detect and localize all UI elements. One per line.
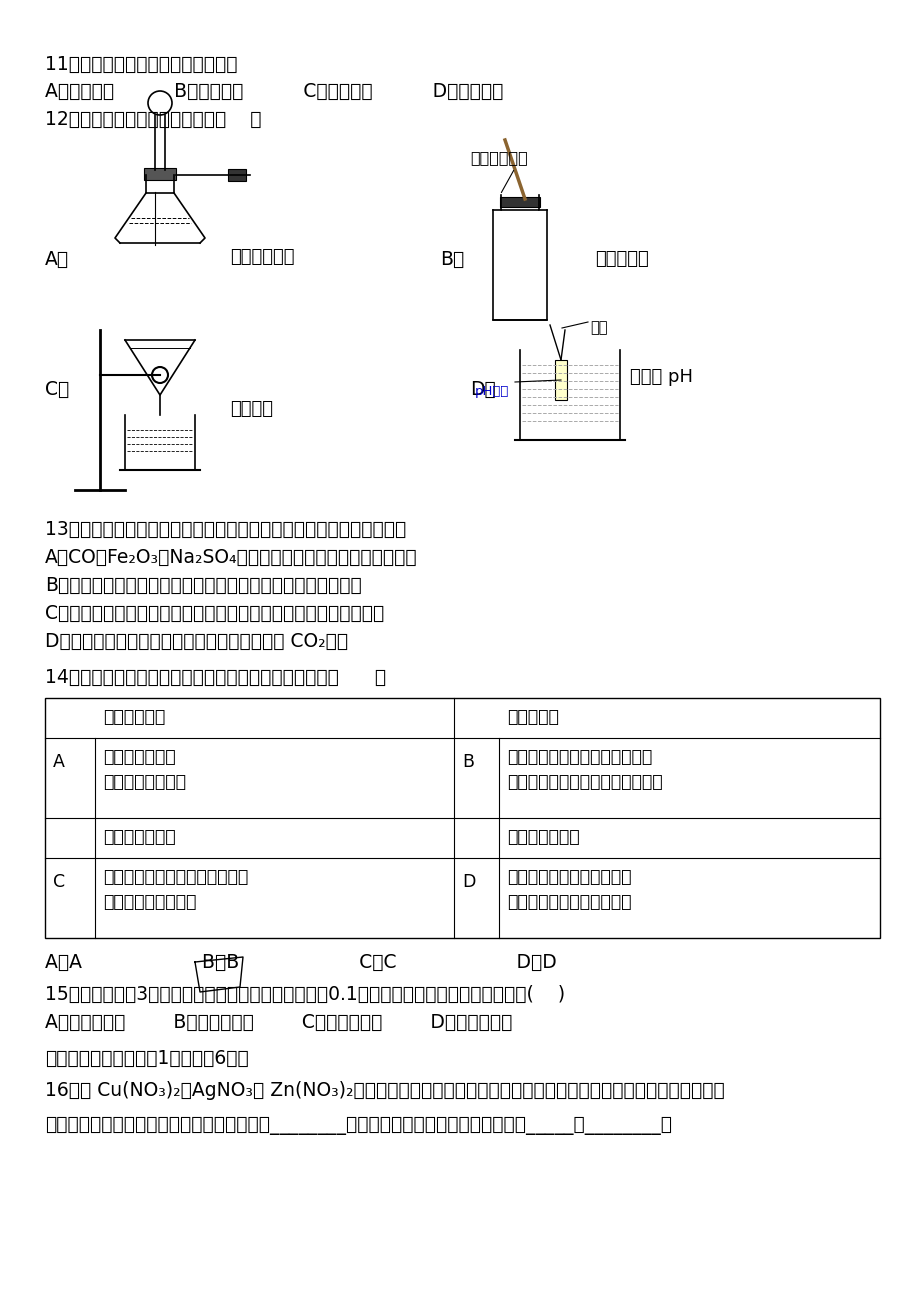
Text: D: D: [461, 874, 475, 891]
Text: 14．下列整理的与化学有关的知识不完全正确的一组是（      ）: 14．下列整理的与化学有关的知识不完全正确的一组是（ ）: [45, 668, 386, 687]
Text: 12．下列化学实验操作正确的是（    ）: 12．下列化学实验操作正确的是（ ）: [45, 109, 261, 129]
Text: pH试纸: pH试纸: [474, 385, 509, 398]
Bar: [144, 168, 176, 180]
Bar: [45, 698, 879, 937]
Bar: [554, 359, 566, 400]
Text: 固态二氧化碳－－冷藏保鲜: 固态二氧化碳－－冷藏保鲜: [506, 868, 631, 885]
Text: 微粒的性质: 微粒的性质: [506, 708, 559, 727]
Bar: [228, 169, 245, 181]
Text: 硬水和软水－－加肥皂水并搅拌: 硬水和软水－－加肥皂水并搅拌: [103, 868, 248, 885]
Text: 食品保鲜的办法: 食品保鲜的办法: [506, 828, 579, 846]
Text: A．酒精挥发          B．水果腐烂          C．榨取果汁          D．冰雪融化: A．酒精挥发 B．水果腐烂 C．榨取果汁 D．冰雪融化: [45, 82, 503, 102]
Text: 盐酸，有气泡产生，则滤出的固体中一定含有________，滤液中一定含有的溶质的化学式为_____和________。: 盐酸，有气泡产生，则滤出的固体中一定含有________，滤液中一定含有的溶质的…: [45, 1116, 671, 1135]
Text: A．铁、铝、镁        B．铁、铜、铝        C．锌、镁、铁        D．铝、碳、镁: A．铁、铝、镁 B．铁、铜、铝 C．锌、镁、铁 D．铝、碳、镁: [45, 1013, 512, 1032]
Text: 测溶液 pH: 测溶液 pH: [630, 368, 692, 385]
Text: 空气易被压缩－－微粒间有空隙: 空气易被压缩－－微粒间有空隙: [506, 749, 652, 766]
Text: 明矾－－净水剂: 明矾－－净水剂: [103, 749, 176, 766]
Text: D．: D．: [470, 380, 495, 398]
Text: A．A                    B．B                    C．C                    D．D: A．A B．B C．C D．D: [45, 953, 556, 973]
Text: 镊子: 镊子: [589, 320, 607, 335]
Text: B: B: [461, 753, 473, 771]
Text: 11．下列变化中，属于化学变化的是: 11．下列变化中，属于化学变化的是: [45, 55, 237, 74]
Text: 净化水的方法: 净化水的方法: [103, 708, 165, 727]
Text: B．: B．: [439, 250, 464, 270]
Text: 活性炭－－消毒剂: 活性炭－－消毒剂: [103, 773, 186, 792]
Text: 酱油和醋－－闻气味: 酱油和醋－－闻气味: [103, 893, 196, 911]
Text: B．稀盐酸与稀硫酸化学性质有所差异主要是因为酸根离子不同: B．稀盐酸与稀硫酸化学性质有所差异主要是因为酸根离子不同: [45, 575, 361, 595]
Text: 二、填空题（本大题共1小题，共6分）: 二、填空题（本大题共1小题，共6分）: [45, 1049, 248, 1068]
Text: 16．在 Cu(NO₃)₂、AgNO₃和 Zn(NO₃)₂的混合溶液中加入一定量的铁粉，充分反应后过滤，向滤出的固体中滴加稀: 16．在 Cu(NO₃)₂、AgNO₃和 Zn(NO₃)₂的混合溶液中加入一定量…: [45, 1081, 724, 1100]
Text: 制取二氧化碳: 制取二氧化碳: [230, 247, 294, 266]
Text: A: A: [53, 753, 65, 771]
Text: 日常物质的区别: 日常物质的区别: [103, 828, 176, 846]
Text: D．浓硫酸、烧碱都有吸水性、都可以用来干燥 CO₂气体: D．浓硫酸、烧碱都有吸水性、都可以用来干燥 CO₂气体: [45, 631, 347, 651]
Text: 带火星的木条: 带火星的木条: [470, 150, 528, 165]
Text: 过滤浊液: 过滤浊液: [230, 400, 273, 418]
Text: 食品包装充入氮气－－防腐: 食品包装充入氮气－－防腐: [506, 893, 631, 911]
Text: 氧气的验满: 氧气的验满: [595, 250, 648, 268]
Text: C．金刚石与石墨物理性质差异较大的原因是由于碳原子的结构不同: C．金刚石与石墨物理性质差异较大的原因是由于碳原子的结构不同: [45, 604, 384, 622]
Text: 15．一块质量为3克的合金与足量的稀硫酸反应，产生0.1克氢气，则该合金的组成不可能是(    ): 15．一块质量为3克的合金与足量的稀硫酸反应，产生0.1克氢气，则该合金的组成不…: [45, 986, 564, 1004]
Text: 13．下列有关物质的组成、结构、性质及变化规律，分析正确的是（）: 13．下列有关物质的组成、结构、性质及变化规律，分析正确的是（）: [45, 519, 406, 539]
Text: A．: A．: [45, 250, 69, 270]
Text: C: C: [53, 874, 65, 891]
Text: A．CO、Fe₂O₃、Na₂SO₄等物质都含有氧元素、都属于氧化物: A．CO、Fe₂O₃、Na₂SO₄等物质都含有氧元素、都属于氧化物: [45, 548, 417, 566]
Text: 酒香不怕巷子深－－微粒是运动的: 酒香不怕巷子深－－微粒是运动的: [506, 773, 662, 792]
Text: C．: C．: [45, 380, 69, 398]
Bar: [499, 197, 539, 207]
